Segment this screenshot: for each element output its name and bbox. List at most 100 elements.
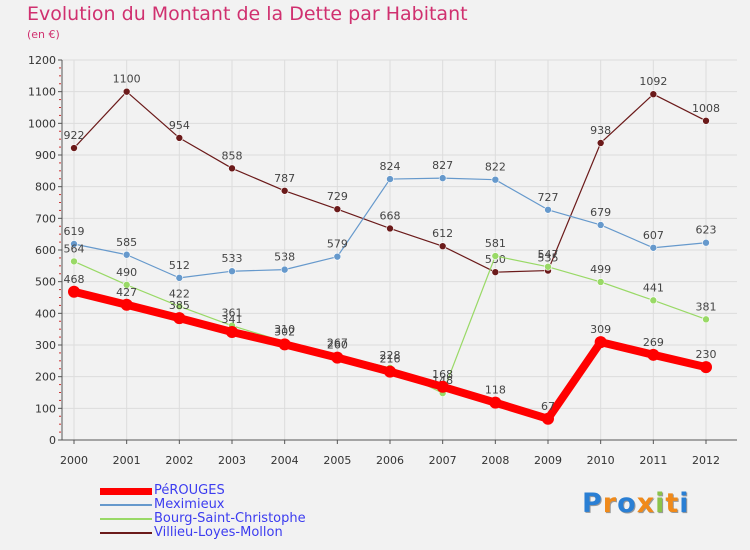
data-label-meximieux: 607 bbox=[643, 229, 664, 242]
legend-swatch bbox=[100, 518, 152, 520]
data-point-meximieux bbox=[70, 240, 78, 248]
chart-subtitle: (en €) bbox=[27, 28, 60, 41]
data-label-p-rouges: 168 bbox=[432, 368, 453, 381]
data-point-p-rouges bbox=[226, 326, 238, 339]
data-label-bourg-saint-christophe: 361 bbox=[222, 307, 243, 320]
data-point-villieu-loyes-mollon bbox=[649, 90, 658, 98]
data-label-villieu-loyes-mollon: 729 bbox=[327, 190, 348, 203]
data-label-villieu-loyes-mollon: 1100 bbox=[113, 73, 141, 86]
data-point-villieu-loyes-mollon bbox=[333, 205, 342, 213]
data-label-p-rouges: 302 bbox=[274, 325, 295, 338]
data-point-villieu-loyes-mollon bbox=[386, 224, 394, 233]
data-point-bourg-saint-christophe bbox=[70, 257, 78, 266]
data-label-bourg-saint-christophe: 267 bbox=[327, 336, 348, 349]
data-label-bourg-saint-christophe: 547 bbox=[538, 248, 559, 261]
legend-label: Villieu-Loyes-Mollon bbox=[154, 525, 283, 540]
data-label-villieu-loyes-mollon: 922 bbox=[64, 129, 85, 142]
data-label-p-rouges: 468 bbox=[64, 273, 85, 286]
data-point-meximieux bbox=[122, 250, 131, 259]
data-label-p-rouges: 118 bbox=[485, 384, 506, 397]
y-tick-label: 500 bbox=[35, 276, 56, 289]
legend-label: Bourg-Saint-Christophe bbox=[154, 511, 306, 526]
data-point-p-rouges bbox=[542, 412, 554, 425]
data-label-villieu-loyes-mollon: 1008 bbox=[692, 102, 720, 115]
data-label-villieu-loyes-mollon: 668 bbox=[380, 209, 401, 222]
data-label-p-rouges: 341 bbox=[222, 313, 243, 326]
data-label-bourg-saint-christophe: 422 bbox=[169, 287, 190, 300]
x-tick-label: 2011 bbox=[639, 454, 667, 467]
data-point-villieu-loyes-mollon bbox=[175, 134, 184, 142]
data-point-villieu-loyes-mollon bbox=[228, 164, 236, 173]
y-tick-label: 1100 bbox=[28, 86, 56, 99]
data-label-bourg-saint-christophe: 310 bbox=[274, 323, 295, 336]
data-label-villieu-loyes-mollon: 535 bbox=[538, 252, 559, 265]
data-point-p-rouges bbox=[647, 348, 660, 361]
x-tick-label: 2009 bbox=[534, 454, 562, 467]
data-label-villieu-loyes-mollon: 938 bbox=[590, 124, 611, 137]
data-label-villieu-loyes-mollon: 954 bbox=[169, 119, 190, 132]
data-point-meximieux bbox=[175, 274, 184, 282]
logo-letter: t bbox=[665, 488, 680, 519]
proxiti-logo: Proxiti bbox=[582, 488, 690, 519]
x-tick-label: 2005 bbox=[323, 454, 351, 467]
data-label-p-rouges: 385 bbox=[169, 299, 190, 312]
data-label-meximieux: 679 bbox=[590, 206, 611, 219]
data-label-villieu-loyes-mollon: 858 bbox=[222, 149, 243, 162]
data-point-villieu-loyes-mollon bbox=[70, 144, 78, 152]
x-tick-label: 2010 bbox=[587, 454, 615, 467]
data-label-bourg-saint-christophe: 490 bbox=[116, 266, 137, 279]
data-point-villieu-loyes-mollon bbox=[438, 242, 447, 250]
data-label-bourg-saint-christophe: 499 bbox=[590, 263, 611, 276]
data-label-meximieux: 827 bbox=[432, 159, 453, 172]
data-point-p-rouges bbox=[594, 336, 607, 349]
legend-item-villieu-loyes-mollon: Villieu-Loyes-Mollon bbox=[100, 526, 306, 540]
data-label-p-rouges: 309 bbox=[590, 323, 611, 336]
y-tick-label: 100 bbox=[35, 402, 56, 415]
y-tick-label: 900 bbox=[35, 149, 56, 162]
data-label-meximieux: 538 bbox=[274, 251, 295, 264]
data-label-villieu-loyes-mollon: 1092 bbox=[639, 75, 667, 88]
x-tick-label: 2008 bbox=[481, 454, 509, 467]
legend-label: PéROUGES bbox=[154, 483, 225, 498]
data-point-bourg-saint-christophe bbox=[491, 252, 500, 260]
data-point-p-rouges bbox=[278, 338, 291, 351]
y-tick-label: 600 bbox=[35, 244, 56, 257]
data-label-p-rouges: 427 bbox=[116, 286, 137, 299]
logo-letter: r bbox=[602, 488, 618, 519]
data-point-p-rouges bbox=[120, 298, 133, 311]
data-point-meximieux bbox=[491, 175, 500, 184]
legend-swatch bbox=[100, 504, 152, 506]
data-label-meximieux: 727 bbox=[538, 191, 559, 204]
data-point-p-rouges bbox=[331, 351, 344, 364]
data-point-p-rouges bbox=[436, 380, 449, 393]
legend: PéROUGES Meximieux Bourg-Saint-Christoph… bbox=[100, 484, 306, 540]
data-label-meximieux: 822 bbox=[485, 161, 506, 174]
data-point-p-rouges bbox=[489, 396, 502, 409]
x-tick-label: 2007 bbox=[429, 454, 457, 467]
x-tick-label: 2003 bbox=[218, 454, 246, 467]
data-point-meximieux bbox=[596, 221, 605, 229]
data-point-bourg-saint-christophe bbox=[649, 296, 658, 305]
data-point-meximieux bbox=[333, 252, 342, 261]
data-point-meximieux bbox=[702, 238, 710, 247]
logo-letter: P bbox=[582, 488, 603, 519]
legend-item-meximieux: Meximieux bbox=[100, 498, 306, 512]
data-point-bourg-saint-christophe bbox=[544, 262, 552, 271]
data-point-meximieux bbox=[386, 175, 394, 183]
y-tick-label: 700 bbox=[35, 212, 56, 225]
x-tick-label: 2004 bbox=[271, 454, 299, 467]
y-tick-label: 800 bbox=[35, 181, 56, 194]
x-tick-label: 2000 bbox=[60, 454, 88, 467]
logo-letter: i bbox=[679, 488, 690, 519]
x-tick-label: 2002 bbox=[165, 454, 193, 467]
logo-letter: x bbox=[636, 488, 656, 519]
data-label-p-rouges: 260 bbox=[327, 339, 348, 352]
legend-label: Meximieux bbox=[154, 497, 225, 512]
data-point-villieu-loyes-mollon bbox=[122, 87, 131, 96]
data-point-bourg-saint-christophe bbox=[702, 315, 710, 324]
y-tick-label: 200 bbox=[35, 371, 56, 384]
data-point-villieu-loyes-mollon bbox=[702, 117, 710, 125]
data-label-p-rouges: 269 bbox=[643, 336, 664, 349]
